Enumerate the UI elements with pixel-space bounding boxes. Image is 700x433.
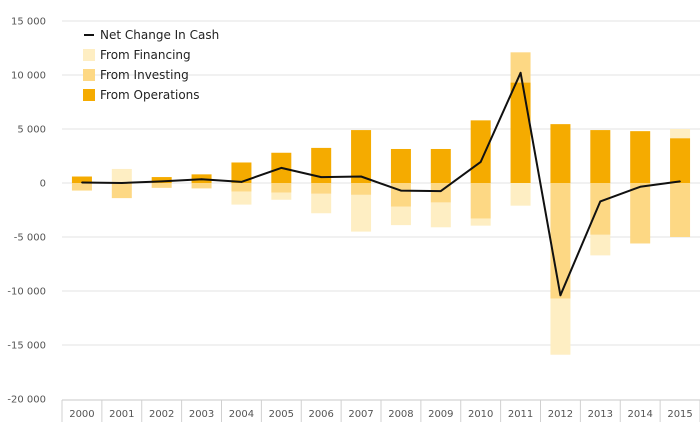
bar-from-operations <box>311 147 332 183</box>
x-axis: 2000 2001 2002 2003 2004 2005 2006 2007 2008 2009… <box>61 399 700 422</box>
bar-from-investing <box>311 183 332 194</box>
legend-swatch <box>83 69 95 81</box>
bar-from-financing <box>351 194 372 232</box>
bar-from-operations <box>590 130 611 183</box>
legend: Net Change In Cash From Financing From Inv… <box>83 28 219 102</box>
bar-from-operations <box>670 138 691 183</box>
net-change-point <box>360 175 362 178</box>
x-tick-label: 2011 <box>508 409 533 420</box>
x-tick-label: 2003 <box>189 409 214 420</box>
bar-from-operations <box>510 82 531 183</box>
net-change-line-series <box>81 71 681 297</box>
net-change-point <box>479 161 482 163</box>
bar-from-investing <box>191 183 212 189</box>
y-tick-label: -15 000 <box>7 341 46 352</box>
net-change-point <box>121 182 123 184</box>
bar-from-investing <box>670 183 691 237</box>
x-tick-label: 2010 <box>468 409 493 420</box>
net-change-point <box>200 178 203 181</box>
bar-from-investing <box>111 183 132 199</box>
bar-from-operations <box>430 148 451 183</box>
bar-from-financing <box>390 206 411 226</box>
y-tick-label: -5 000 <box>14 233 46 244</box>
bar-series <box>71 52 691 355</box>
bar-from-financing <box>271 192 292 200</box>
bar-from-financing <box>470 218 491 226</box>
bar-from-investing <box>71 183 92 191</box>
bar-from-operations <box>231 162 252 183</box>
x-tick-label: 2014 <box>627 409 652 420</box>
bar-from-investing <box>390 183 411 207</box>
net-change-point <box>599 200 602 203</box>
y-tick-label: -20 000 <box>7 395 46 406</box>
bar-from-financing <box>550 298 571 355</box>
y-tick-label: 10 000 <box>11 71 46 82</box>
bar-from-operations <box>630 131 651 183</box>
legend-label: From Investing <box>100 68 189 82</box>
y-tick-label: -10 000 <box>7 287 46 298</box>
x-tick-label: 2012 <box>548 409 573 420</box>
legend-label: Net Change In Cash <box>100 28 219 42</box>
bar-from-investing <box>470 183 491 219</box>
bar-from-investing <box>231 183 252 192</box>
bar-from-financing <box>430 202 451 228</box>
net-change-point <box>400 189 402 192</box>
x-tick-label: 2015 <box>667 409 692 420</box>
bar-from-investing <box>351 183 372 195</box>
x-tick-label: 2002 <box>149 409 174 420</box>
y-tick-label: 5 000 <box>17 125 46 136</box>
bar-from-investing <box>590 183 611 235</box>
legend-label: From Operations <box>100 88 200 102</box>
net-change-point <box>280 167 283 169</box>
bar-from-financing <box>111 168 132 183</box>
bar-from-investing <box>271 183 292 193</box>
x-tick-label: 2005 <box>269 409 294 420</box>
net-change-point <box>240 181 243 183</box>
bar-from-operations <box>470 120 491 183</box>
x-tick-label: 2007 <box>348 409 373 420</box>
bar-from-financing <box>311 193 332 214</box>
x-tick-label: 2006 <box>308 409 333 420</box>
bar-from-operations <box>151 177 172 183</box>
x-tick-label: 2009 <box>428 409 453 420</box>
y-axis: 15 000 10 000 5 000 0 -5 000 -10 000 -15 000 -2… <box>7 17 46 406</box>
net-change-point <box>559 294 562 297</box>
bar-from-operations <box>390 148 411 183</box>
legend-swatch <box>83 89 95 101</box>
bar-from-investing <box>630 183 651 244</box>
legend-label: From Financing <box>100 48 191 62</box>
bar-from-financing <box>510 183 531 206</box>
net-change-point <box>320 176 322 178</box>
y-tick-label: 0 <box>40 179 46 190</box>
net-change-point <box>639 185 641 188</box>
net-change-point <box>81 181 83 184</box>
net-change-point <box>679 180 681 183</box>
legend-swatch <box>83 49 95 61</box>
net-change-line <box>81 71 681 297</box>
bar-from-operations <box>71 176 92 183</box>
bar-from-investing <box>151 183 172 188</box>
x-tick-label: 2013 <box>588 409 613 420</box>
x-tick-label: 2004 <box>229 409 254 420</box>
bar-from-operations <box>351 130 372 183</box>
bar-from-financing <box>231 191 252 205</box>
net-change-point <box>440 190 442 192</box>
x-tick-label: 2008 <box>388 409 413 420</box>
bar-from-operations <box>550 124 571 183</box>
net-change-point <box>160 180 163 183</box>
x-tick-label: 2001 <box>109 409 134 420</box>
y-tick-label: 15 000 <box>11 17 46 28</box>
x-tick-label: 2000 <box>69 409 94 420</box>
bar-from-financing <box>670 129 691 139</box>
bar-from-financing <box>590 234 611 256</box>
net-change-point <box>519 72 522 74</box>
bar-from-investing <box>510 52 531 83</box>
